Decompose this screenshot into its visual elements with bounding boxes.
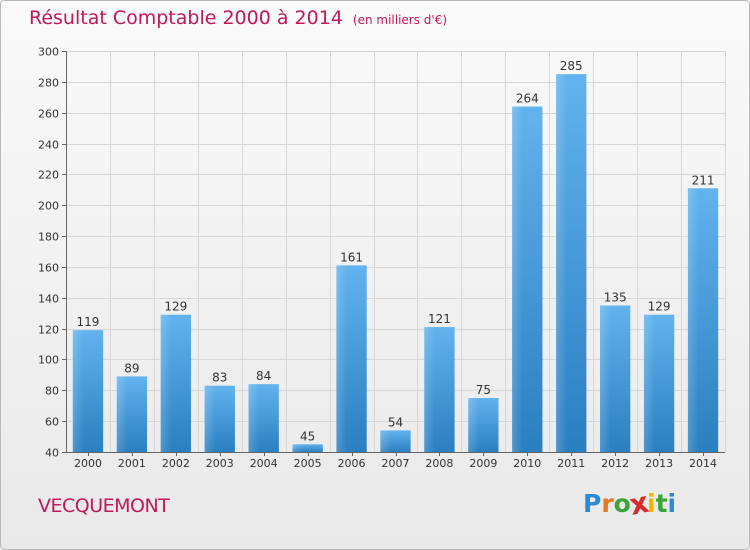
x-tick-label: 2010 xyxy=(513,457,541,470)
data-label: 119 xyxy=(77,315,100,329)
data-label: 89 xyxy=(124,361,139,375)
bar-highlight xyxy=(600,305,611,452)
x-tick-label: 2003 xyxy=(206,457,234,470)
logo-letter: r xyxy=(601,489,614,518)
x-tick-label: 2001 xyxy=(118,457,146,470)
y-tick-label: 200 xyxy=(38,200,59,213)
x-tick-label: 2014 xyxy=(689,457,717,470)
chart-subtitle: (en milliers d'€) xyxy=(352,13,448,27)
y-tick-label: 260 xyxy=(38,108,59,121)
x-tick-label: 2011 xyxy=(557,457,585,470)
x-tick-label: 2007 xyxy=(382,457,410,470)
y-tick-label: 60 xyxy=(45,416,59,429)
data-label: 161 xyxy=(340,250,363,264)
bar-highlight xyxy=(160,314,172,452)
data-label: 211 xyxy=(692,173,715,187)
data-label: 129 xyxy=(164,300,187,314)
x-tick-label: 2009 xyxy=(469,457,497,470)
y-tick-label: 100 xyxy=(38,354,59,367)
data-label: 285 xyxy=(560,59,583,73)
data-label: 129 xyxy=(648,300,671,314)
bar-highlight xyxy=(687,188,699,452)
data-label: 83 xyxy=(212,371,227,385)
data-label: 264 xyxy=(516,92,539,106)
bar-highlight xyxy=(248,384,260,452)
data-label: 54 xyxy=(388,415,403,429)
x-tick-label: 2004 xyxy=(250,457,278,470)
bar xyxy=(292,444,323,452)
logo-letter: i xyxy=(667,489,677,518)
data-label: 45 xyxy=(300,429,315,443)
bar-highlight xyxy=(336,265,348,452)
bar-highlight xyxy=(512,106,523,453)
x-tick-label: 2008 xyxy=(425,457,453,470)
y-tick-label: 80 xyxy=(45,385,59,398)
axes: 40 60 80 100 120 140 160 180 200 220 240 260 280 300 2… xyxy=(38,46,725,470)
bar-highlight xyxy=(556,74,567,452)
bar-highlight xyxy=(424,327,435,452)
y-tick-label: 300 xyxy=(38,46,59,59)
x-tick-label: 2000 xyxy=(74,457,102,470)
bar-highlight xyxy=(292,444,304,452)
bar-highlight xyxy=(643,314,655,452)
bar-highlight xyxy=(72,330,84,452)
bar-highlight xyxy=(116,376,128,452)
y-tick-label: 180 xyxy=(38,231,59,244)
x-tick-label: 2013 xyxy=(645,457,673,470)
data-labels: 119 89 129 83 84 45 161 54 121 75 264 285 135 129 211 xyxy=(77,59,715,443)
x-tick-label: 2012 xyxy=(601,457,629,470)
y-tick-label: 220 xyxy=(38,169,59,182)
logo-letter: o xyxy=(613,489,631,518)
bar-highlight xyxy=(204,385,216,452)
y-tick-label: 140 xyxy=(38,293,59,306)
y-tick-label: 160 xyxy=(38,262,59,275)
bars xyxy=(72,74,719,453)
y-tick-label: 240 xyxy=(38,139,59,152)
logo-letter: P xyxy=(583,489,602,518)
logo-letter: t xyxy=(655,489,668,518)
x-tick-label: 2005 xyxy=(294,457,322,470)
data-label: 75 xyxy=(476,383,491,397)
x-tick-label: 2006 xyxy=(338,457,366,470)
bar-highlight xyxy=(380,430,391,452)
proxiti-logo: Proxiti xyxy=(583,485,677,521)
data-label: 135 xyxy=(604,290,627,304)
data-label: 121 xyxy=(428,312,451,326)
chart-title: Résultat Comptable 2000 à 2014 (en millie… xyxy=(29,7,447,29)
y-tick-label: 40 xyxy=(45,447,59,460)
data-label: 84 xyxy=(256,369,271,383)
y-tick-label: 280 xyxy=(38,77,59,90)
x-tick-label: 2002 xyxy=(162,457,190,470)
logo-letter: i xyxy=(647,489,656,518)
y-tick-label: 120 xyxy=(38,324,59,337)
commune-name: VECQUEMONT xyxy=(38,495,170,517)
bar-highlight xyxy=(468,398,479,452)
title-text: Résultat Comptable 2000 à 2014 xyxy=(29,7,343,29)
